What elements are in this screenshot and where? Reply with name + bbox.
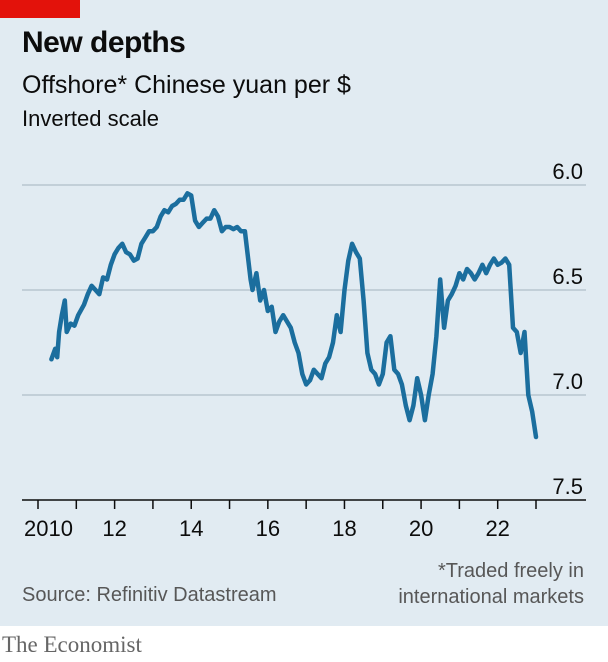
- footnote: *Traded freely in international markets: [398, 558, 584, 610]
- x-tick-label: 18: [332, 516, 356, 541]
- chart-panel: [0, 0, 608, 626]
- x-tick-label: 14: [179, 516, 203, 541]
- y-tick-label: 6.0: [552, 159, 583, 184]
- x-tick-label: 12: [102, 516, 126, 541]
- y-tick-label: 7.0: [552, 369, 583, 394]
- series-line: [49, 191, 539, 440]
- x-tick-label: 16: [256, 516, 280, 541]
- series: [49, 191, 539, 440]
- gridlines: [22, 184, 586, 396]
- line-chart: 6.0 6.5 7.0 7.5 2010 12 14 16 18 20 22: [22, 159, 586, 541]
- x-tick-label: 20: [409, 516, 433, 541]
- scale-note: Inverted scale: [22, 106, 159, 131]
- x-axis-labels: 2010 12 14 16 18 20 22: [24, 516, 510, 541]
- x-tick-label: 22: [485, 516, 509, 541]
- y-tick-label: 6.5: [552, 264, 583, 289]
- y-axis-labels: 6.0 6.5 7.0 7.5: [552, 159, 583, 499]
- source-note: Source: Refinitiv Datastream: [22, 584, 277, 606]
- footnote-line-1: *Traded freely in: [438, 560, 584, 582]
- chart-title: New depths: [22, 26, 186, 59]
- brand-red-tag: [0, 0, 80, 18]
- footnote-line-2: international markets: [398, 586, 584, 608]
- x-axis: [22, 499, 586, 509]
- x-tick-label: 2010: [24, 516, 73, 541]
- chart-subtitle: Offshore* Chinese yuan per $: [22, 71, 351, 99]
- y-tick-label: 7.5: [552, 474, 583, 499]
- economist-logo-text: The Economist: [2, 632, 142, 657]
